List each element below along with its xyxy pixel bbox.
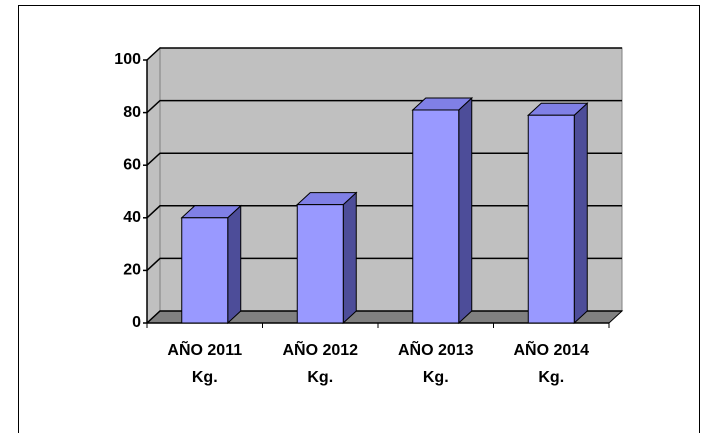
grid-line [146, 47, 622, 61]
y-tick-label: 40 [123, 209, 141, 226]
bar [180, 204, 243, 325]
bar-side [227, 204, 242, 325]
bar-side [573, 102, 588, 325]
x-tick-label: AÑO 2012 Kg. [282, 342, 359, 386]
bar [411, 96, 474, 325]
y-tick-label: 60 [123, 156, 141, 173]
bar-side [342, 191, 357, 325]
bar-side [458, 96, 473, 325]
bar-front [412, 109, 460, 324]
y-tick-label: 100 [114, 51, 141, 68]
x-tick-label: AÑO 2013 Kg. [397, 342, 474, 386]
bar-front [296, 204, 344, 324]
y-tick-label: 0 [132, 314, 141, 331]
bar-front [527, 114, 575, 324]
bar [526, 102, 589, 325]
y-tick-label: 80 [123, 104, 141, 121]
chart-frame [18, 5, 700, 433]
bar [295, 191, 358, 325]
x-tick-label: AÑO 2014 Kg. [513, 342, 590, 386]
y-tick-label: 20 [123, 262, 141, 279]
side-wall [146, 46, 161, 325]
bar-front [181, 217, 229, 324]
x-tick-label: AÑO 2011 Kg. [167, 342, 243, 386]
